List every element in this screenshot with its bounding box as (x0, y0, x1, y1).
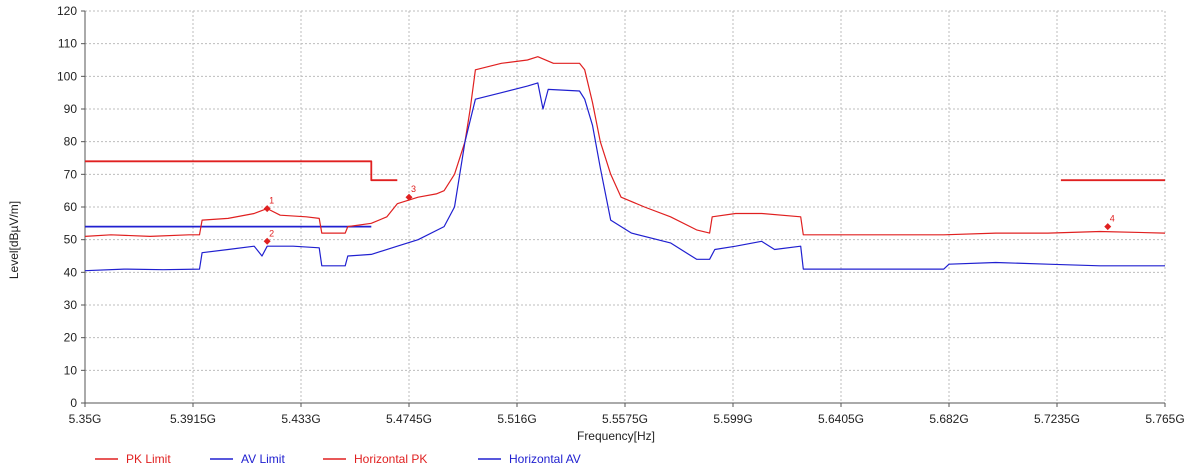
x-tick-label: 5.6405G (818, 412, 864, 426)
series-line-pk-limit (85, 160, 398, 182)
x-tick-label: 5.682G (929, 412, 968, 426)
x-tick-label: 5.433G (281, 412, 320, 426)
x-tick-label: 5.5575G (602, 412, 648, 426)
marker-label-3: 3 (411, 184, 416, 194)
y-axis-title: Level[dBµV/m] (7, 201, 21, 279)
x-tick-label: 5.599G (713, 412, 752, 426)
legend-item-av-limit: AV Limit (210, 452, 285, 465)
y-tick-label: 90 (64, 102, 78, 116)
marker-label-1: 1 (269, 196, 274, 206)
y-tick-label: 30 (64, 298, 78, 312)
y-tick-label: 0 (70, 396, 77, 410)
y-tick-label: 80 (64, 135, 78, 149)
x-axis-title: Frequency[Hz] (577, 429, 655, 443)
axis-layer: 0 10 20 30 40 50 60 70 80 90 100 110 120 5.35G 5.3915G… (57, 4, 1185, 426)
x-tick-label: 5.35G (69, 412, 102, 426)
legend-item-pk-limit: PK Limit (95, 452, 171, 465)
marker-label-4: 4 (1110, 214, 1115, 224)
marker-point-3 (405, 193, 413, 201)
x-tick-label: 5.7235G (1034, 412, 1080, 426)
marker-point-2 (263, 237, 271, 245)
legend-item-horizontal-av: Horizontal AV (478, 452, 581, 465)
legend-label-horizontal-av: Horizontal AV (509, 452, 581, 465)
legend: PK Limit AV Limit Horizontal PK Horizont… (95, 452, 581, 465)
grid-layer (85, 10, 1166, 403)
x-tick-label: 5.765G (1145, 412, 1184, 426)
y-tick-label: 20 (64, 331, 78, 345)
x-tick-label: 5.3915G (170, 412, 216, 426)
y-tick-label: 110 (58, 37, 77, 51)
legend-label-av-limit: AV Limit (241, 452, 285, 465)
y-tick-label: 60 (64, 200, 78, 214)
legend-label-horizontal-pk: Horizontal PK (354, 452, 427, 465)
x-tick-label: 5.4745G (386, 412, 432, 426)
y-tick-label: 10 (64, 363, 78, 377)
y-tick-label: 120 (57, 4, 77, 18)
y-tick-label: 50 (64, 233, 78, 247)
marker-point-1 (263, 205, 271, 213)
legend-label-pk-limit: PK Limit (126, 452, 171, 465)
marker-point-4 (1104, 223, 1112, 231)
y-tick-label: 40 (64, 265, 78, 279)
x-tick-label: 5.516G (497, 412, 536, 426)
marker-layer: 1 2 3 4 (263, 184, 1115, 245)
marker-label-2: 2 (269, 228, 274, 238)
y-tick-label: 100 (57, 69, 77, 83)
y-tick-label: 70 (64, 167, 78, 181)
series-line-horizontal-av (84, 82, 1165, 272)
legend-item-horizontal-pk: Horizontal PK (323, 452, 427, 465)
